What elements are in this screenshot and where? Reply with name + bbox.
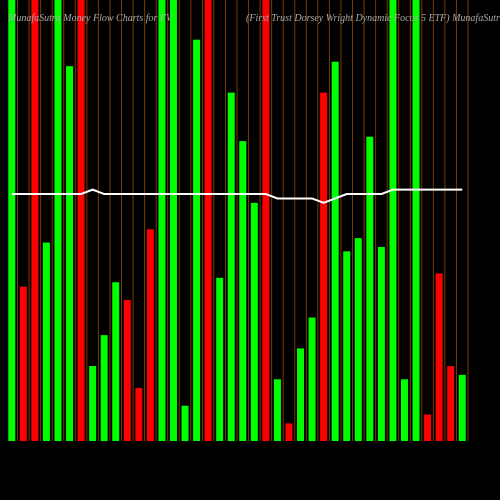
bar	[458, 374, 466, 441]
bar	[19, 286, 27, 441]
bar	[377, 246, 385, 441]
bar	[447, 366, 455, 441]
bar	[8, 0, 16, 441]
bar	[227, 92, 235, 442]
bar	[66, 66, 74, 442]
bar	[123, 299, 131, 441]
bar	[77, 0, 85, 441]
bar	[250, 202, 258, 441]
bar	[354, 238, 362, 441]
bars	[8, 0, 466, 442]
bar	[343, 251, 351, 441]
bar	[112, 282, 120, 441]
bar	[424, 414, 432, 441]
bar	[89, 366, 97, 441]
bar	[135, 388, 143, 441]
bar	[297, 348, 305, 441]
bar	[435, 273, 443, 441]
grid	[17, 0, 469, 441]
bar	[181, 405, 189, 441]
bar	[331, 61, 339, 442]
bar	[273, 379, 281, 441]
bar	[400, 379, 408, 441]
bar	[42, 242, 50, 441]
bar	[193, 39, 201, 441]
chart-subtitle: (First Trust Dorsey Wright Dynamic Focus…	[246, 13, 500, 24]
bar	[320, 92, 328, 442]
bar	[31, 0, 39, 441]
chart-title: MunafaSutra Money Flow Charts for FV	[7, 13, 174, 24]
bar	[262, 0, 270, 441]
bar	[366, 136, 374, 441]
bar	[308, 317, 316, 441]
bar	[239, 141, 247, 441]
bar	[204, 0, 212, 441]
bar	[158, 0, 166, 441]
bar	[146, 229, 154, 441]
bar	[100, 335, 108, 441]
bar	[216, 277, 224, 441]
bar	[389, 0, 397, 441]
bar	[169, 0, 177, 441]
bar	[412, 0, 420, 441]
bar	[54, 0, 62, 441]
bar	[285, 423, 293, 441]
line	[11, 188, 463, 204]
